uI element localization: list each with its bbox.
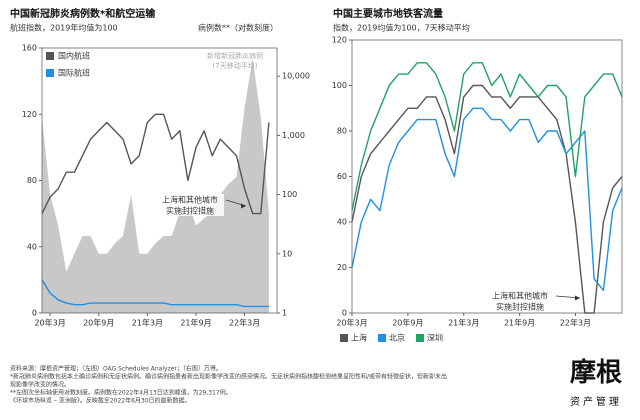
y-tick-label: 0: [342, 309, 347, 318]
y-tick-label: 0: [32, 309, 37, 318]
line: [351, 84, 623, 314]
y-tick-label: 40: [337, 218, 347, 227]
x-tick-label: 20年9月: [83, 318, 114, 328]
y-tick-label: 100: [332, 81, 347, 90]
legend-swatch: [46, 52, 54, 60]
logo-sub: 资产管理: [570, 395, 622, 408]
legend-label: 上海: [351, 333, 367, 343]
line: [41, 113, 270, 215]
legend-label: 深圳: [427, 333, 443, 343]
area-label: 新增新冠肺炎病例: [207, 51, 263, 60]
x-tick-label: 20年3月: [34, 318, 65, 328]
x-tick-label: 21年9月: [180, 318, 211, 328]
y-tick-label: 120: [332, 36, 347, 45]
legend-label: 北京: [389, 333, 405, 343]
y-tick-label: 80: [337, 127, 347, 136]
x-tick-label: 22年3月: [229, 318, 260, 328]
legend-label: 国内航班: [58, 51, 90, 61]
line: [351, 62, 623, 211]
y2-tick-label: 10,000: [282, 72, 310, 81]
y2-tick-label: 1: [282, 309, 287, 318]
y-tick-label: 20: [337, 263, 347, 272]
footnote: **左图次坐标轴使用对数刻度。病例数在2022年4月13日达到峰值，为29,31…: [10, 389, 232, 397]
annotation-bg: [156, 205, 224, 216]
line: [41, 279, 269, 308]
annotation-bg: [156, 194, 224, 205]
legend-label: 国际航班: [58, 68, 90, 78]
annotation: 实施封控措施: [496, 302, 544, 312]
chart-subtitle: 航班指数，2019年均值为100: [10, 23, 118, 33]
x-tick-label: 21年3月: [448, 318, 479, 328]
y2-tick-label: 10: [282, 249, 292, 258]
footnote: 资料来源：摩根资产管理；（左图）OAG Schedules Analyzer；（…: [10, 365, 222, 373]
legend-swatch: [378, 334, 386, 342]
x-tick-label: 21年3月: [132, 318, 163, 328]
legend-swatch: [46, 69, 54, 77]
footnote: 现影像学改变的情况。: [10, 381, 70, 389]
annotation-arrowhead: [241, 203, 246, 209]
x-tick-label: 20年9月: [392, 318, 423, 328]
annotation: 上海和其他城市: [162, 195, 218, 205]
footnote: 《环球市场纵览 – 亚洲版》。反映截至2022年6月30日的最新数据。: [10, 397, 191, 405]
y-tick-label: 40: [27, 242, 37, 251]
annotation: 实施封控措施: [166, 206, 214, 216]
x-tick-label: 22年3月: [560, 318, 591, 328]
chart-title: 中国新冠肺炎病例数*和航空运输: [10, 7, 156, 20]
annotation-bg: [486, 290, 554, 301]
y2-tick-label: 1,000: [282, 131, 305, 140]
y-tick-label: 160: [22, 44, 37, 53]
chart-title: 中国主要城市地铁客流量: [333, 7, 443, 20]
y2-tick-label: 100: [282, 190, 297, 199]
x-tick-label: 20年3月: [336, 318, 367, 328]
logo: 摩根: [570, 357, 622, 388]
chart-subtitle: 指数，2019均值为100，7天移动平均: [333, 23, 470, 33]
annotation-arrowhead: [575, 295, 580, 301]
annotation: 上海和其他城市: [492, 291, 548, 301]
area: [42, 58, 269, 314]
annotation-bg: [486, 301, 554, 312]
y-tick-label: 80: [27, 176, 37, 185]
x-tick-label: 21年9月: [504, 318, 535, 328]
y-tick-label: 60: [337, 172, 347, 181]
area-label-note: (7天移动平均): [213, 61, 258, 70]
footnote: *新冠肺炎病例数包括本土确诊病例和无症状病例。确诊病例指患者新出现影像学改变的感…: [10, 373, 447, 381]
legend-swatch: [340, 334, 348, 342]
line: [351, 107, 623, 291]
legend-swatch: [416, 334, 424, 342]
y2-axis-label: 病例数**（对数刻度）: [198, 23, 278, 33]
y-tick-label: 120: [22, 110, 37, 119]
